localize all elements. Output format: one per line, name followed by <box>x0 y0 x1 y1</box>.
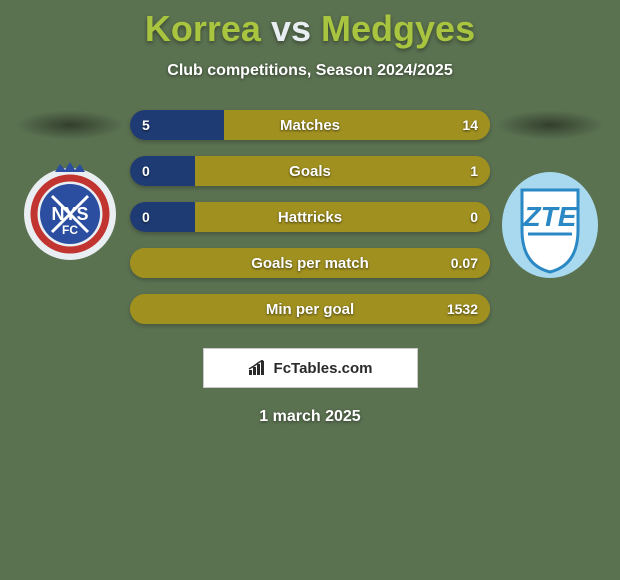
page-title: Korrea vs Medgyes <box>0 0 620 50</box>
title-right: Medgyes <box>321 8 475 49</box>
right-badge-col: ZTE <box>490 110 610 270</box>
brand-box[interactable]: FcTables.com <box>203 348 418 388</box>
stat-row: Min per goal1532 <box>130 294 490 324</box>
content: NYS FC Matches514Goals01Hattricks00Goals… <box>0 110 620 324</box>
date: 1 march 2025 <box>0 408 620 426</box>
stat-row: Hattricks0 0 <box>130 202 490 232</box>
team-right-badge: ZTE <box>500 170 600 270</box>
stat-label: Hattricks <box>130 202 490 232</box>
title-vs: vs <box>271 8 311 49</box>
shadow-ellipse <box>495 110 605 140</box>
stat-label: Matches <box>130 110 490 140</box>
stat-bars: Matches514Goals01Hattricks00Goals per ma… <box>130 110 490 324</box>
stat-row: Goals0 1 <box>130 156 490 186</box>
team-left-badge-svg: NYS FC <box>20 160 120 260</box>
svg-text:FC: FC <box>62 223 78 237</box>
svg-text:ZTE: ZTE <box>523 201 578 232</box>
stat-value-left: 0 <box>142 156 150 186</box>
team-left-badge: NYS FC <box>20 160 120 260</box>
brand-text: FcTables.com <box>274 360 373 377</box>
chart-bars-icon <box>248 360 268 376</box>
left-badge-col: NYS FC <box>10 110 130 260</box>
comparison-card: Korrea vs Medgyes Club competitions, Sea… <box>0 0 620 580</box>
subtitle: Club competitions, Season 2024/2025 <box>0 62 620 80</box>
stat-value-right: 1532 <box>447 294 478 324</box>
stat-value-right: 1 <box>470 156 478 186</box>
stat-value-left: 5 <box>142 110 150 140</box>
stat-value-right: 14 <box>462 110 478 140</box>
title-left: Korrea <box>145 8 261 49</box>
stat-label: Goals <box>130 156 490 186</box>
shadow-ellipse <box>15 110 125 140</box>
stat-value-right: 0 <box>470 202 478 232</box>
team-right-badge-svg: ZTE <box>500 170 600 280</box>
stat-label: Goals per match <box>130 248 490 278</box>
stat-label: Min per goal <box>130 294 490 324</box>
stat-row: Matches5 14 <box>130 110 490 140</box>
stat-value-left: 0 <box>142 202 150 232</box>
stat-value-right: 0.07 <box>451 248 478 278</box>
stat-row: Goals per match0.07 <box>130 248 490 278</box>
